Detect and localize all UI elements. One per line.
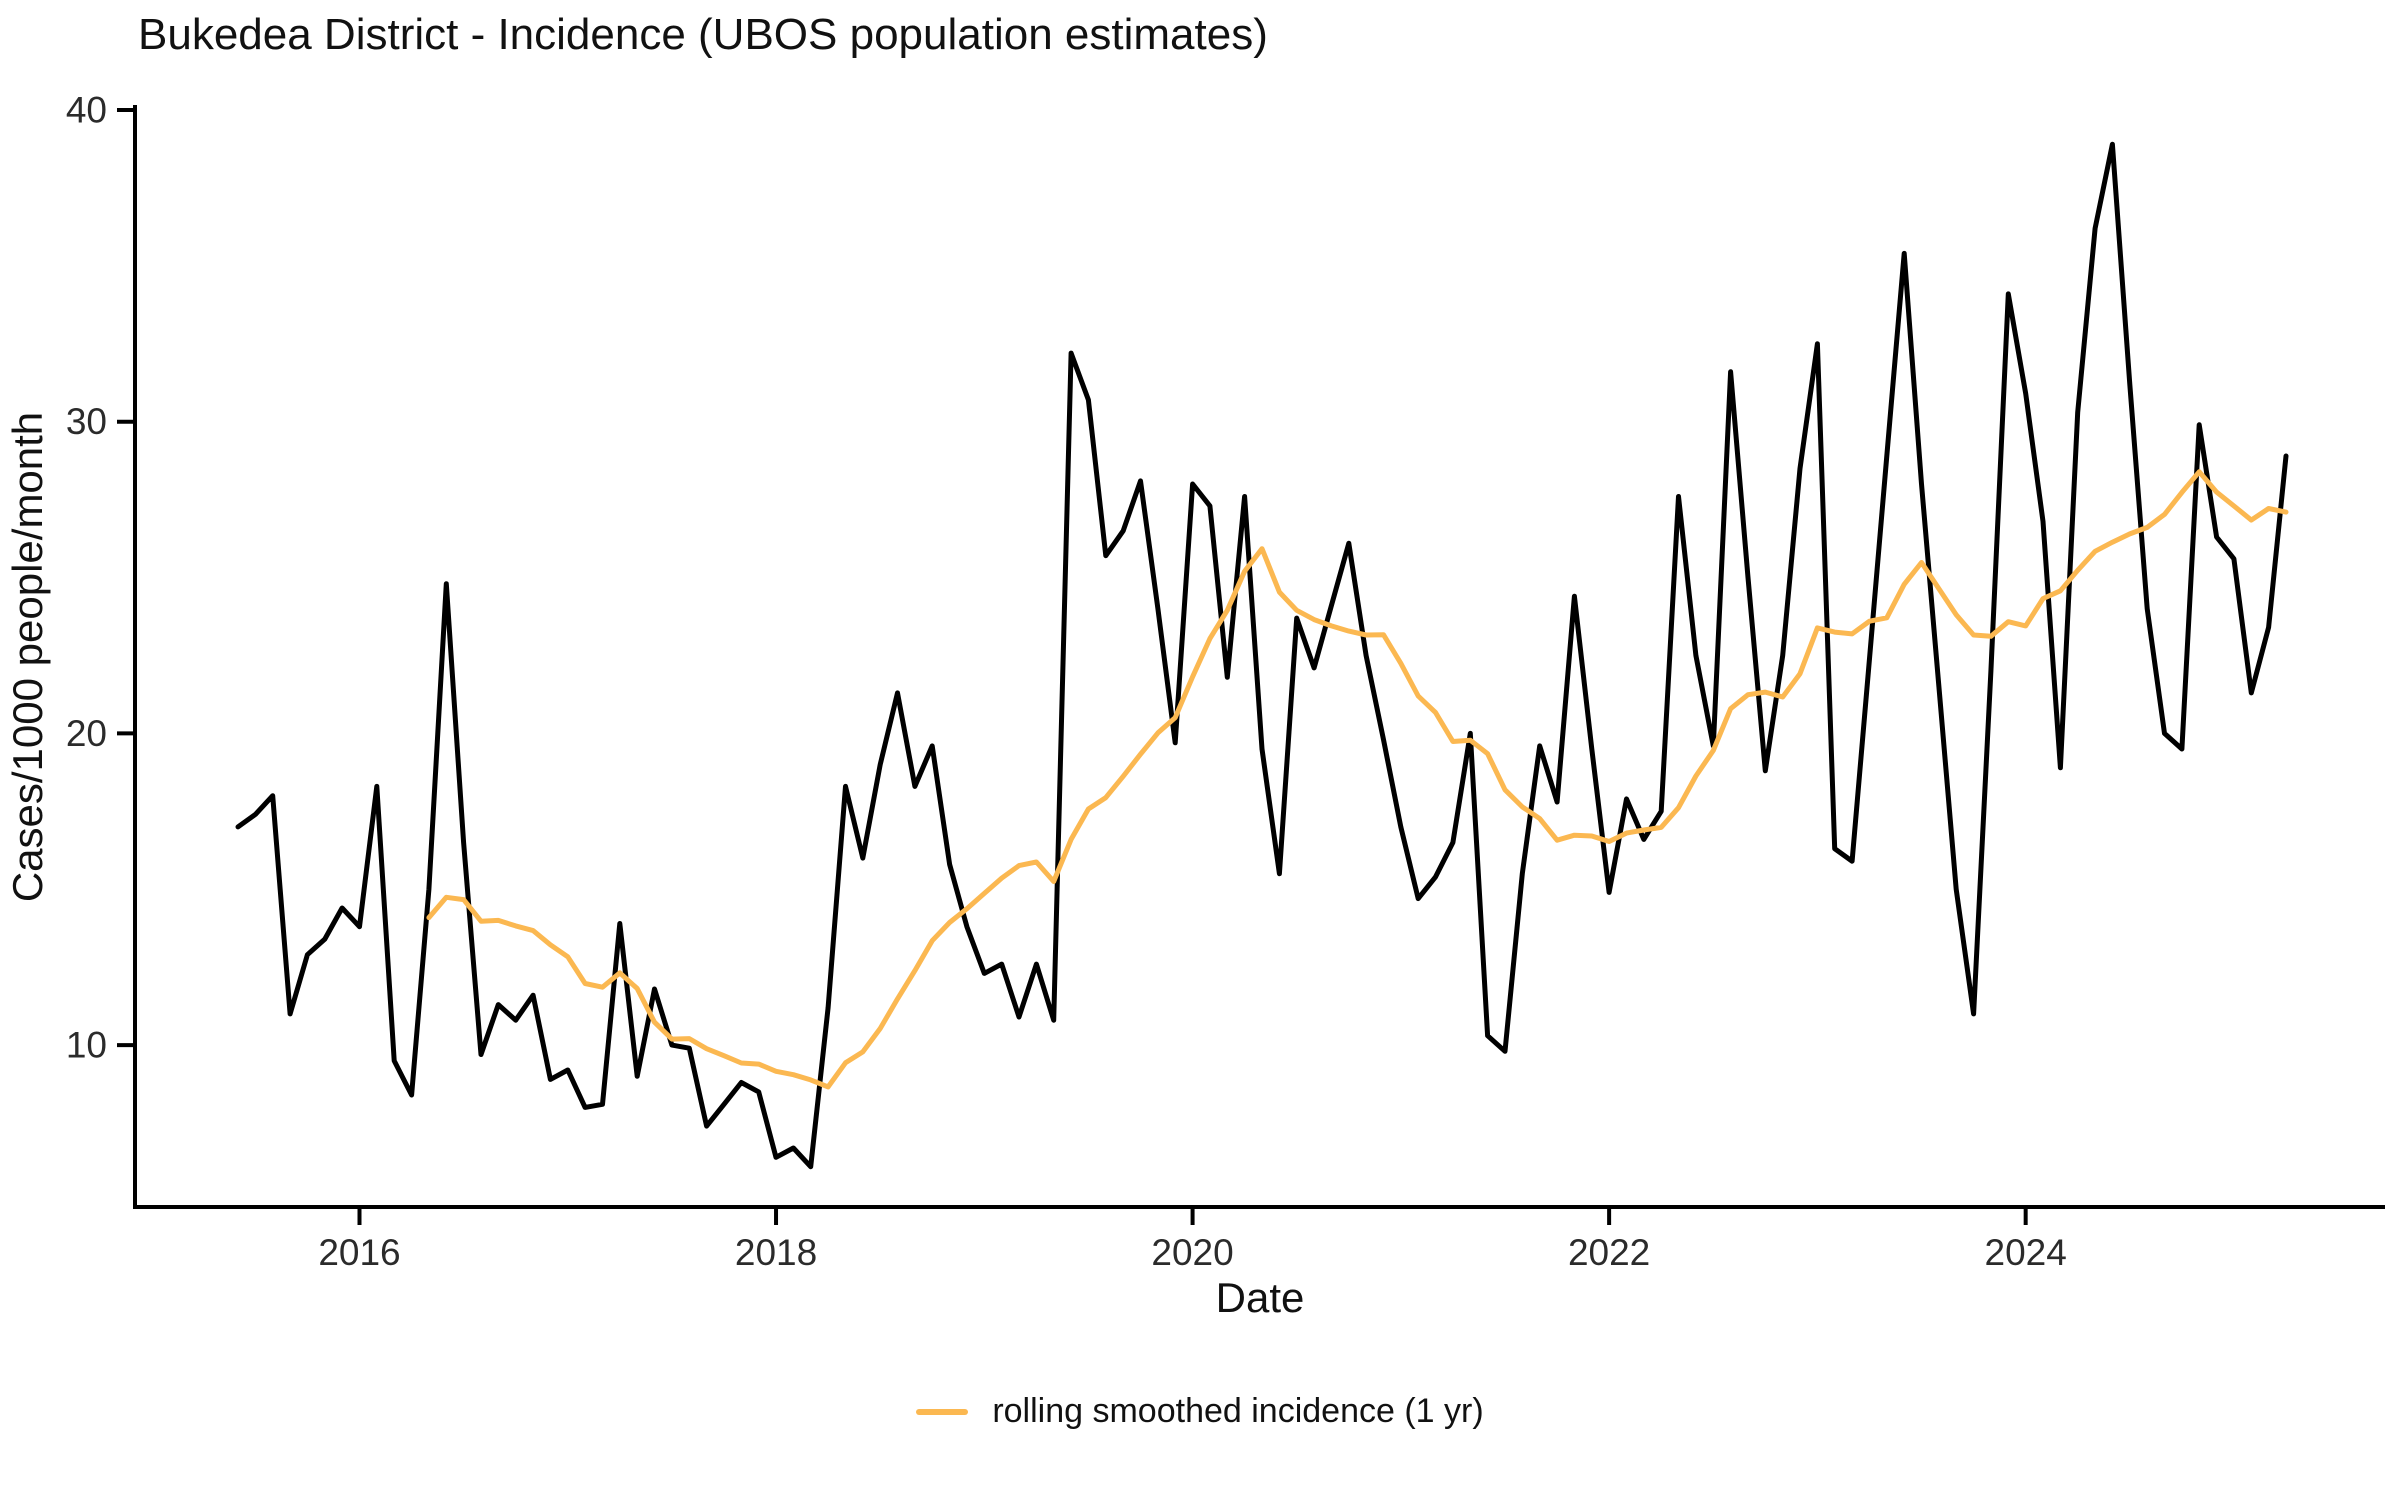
x-tick-label: 2024 bbox=[1985, 1232, 2067, 1273]
legend-label-rolling: rolling smoothed incidence (1 yr) bbox=[992, 1392, 1484, 1430]
series-rolling-incidence-line bbox=[426, 469, 2289, 1090]
y-tick-label: 10 bbox=[66, 1025, 107, 1066]
y-tick-label: 40 bbox=[66, 90, 107, 131]
chart-title: Bukedea District - Incidence (UBOS popul… bbox=[138, 10, 1268, 59]
y-axis-title: Cases/1000 people/month bbox=[4, 412, 51, 902]
line-chart-canvas: 10 20 30 40 2016 2018 2020 2022 2024 Date Cases/10… bbox=[4, 90, 2385, 1321]
series-monthly-incidence-line bbox=[235, 141, 2289, 1170]
y-tick-label: 30 bbox=[66, 401, 107, 442]
x-tick-label: 2022 bbox=[1568, 1232, 1650, 1273]
x-tick-label: 2018 bbox=[735, 1232, 817, 1273]
y-tick-label: 20 bbox=[66, 713, 107, 754]
x-tick-label: 2016 bbox=[318, 1232, 400, 1273]
legend-line-swatch-rolling bbox=[916, 1408, 969, 1415]
x-axis-title: Date bbox=[1216, 1274, 1305, 1321]
x-tick-label: 2020 bbox=[1151, 1232, 1233, 1273]
chart-legend: rolling smoothed incidence (1 yr) bbox=[0, 1392, 2400, 1431]
